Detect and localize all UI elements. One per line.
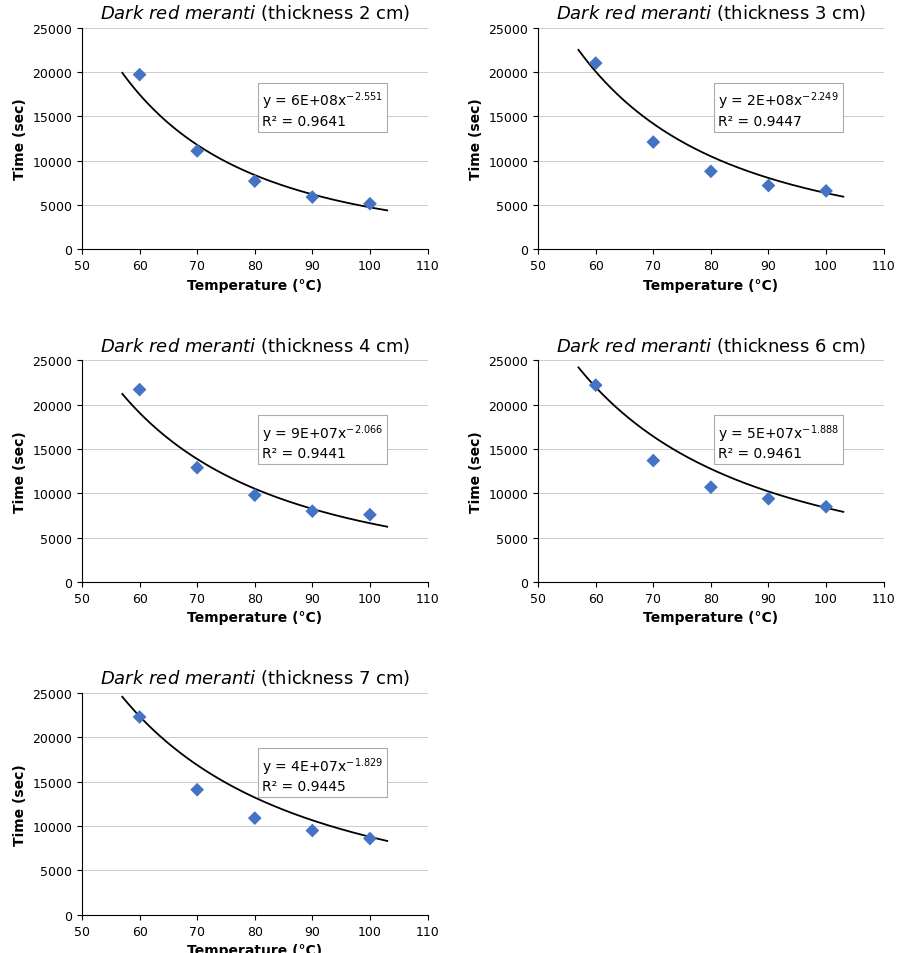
- Point: [248, 811, 262, 826]
- X-axis label: Temperature (°C): Temperature (°C): [187, 278, 322, 293]
- Point: [589, 56, 603, 71]
- Point: [819, 184, 834, 199]
- Point: [305, 823, 320, 839]
- Point: [762, 179, 776, 194]
- Title: $\it{Dark\ red\ meranti}$ (thickness 3 cm): $\it{Dark\ red\ meranti}$ (thickness 3 c…: [556, 3, 866, 23]
- X-axis label: Temperature (°C): Temperature (°C): [643, 611, 779, 625]
- Point: [646, 454, 660, 469]
- Text: y = 4E+07x$^{-1.829}$
R² = 0.9445: y = 4E+07x$^{-1.829}$ R² = 0.9445: [261, 756, 383, 793]
- Point: [189, 144, 204, 159]
- Y-axis label: Time (sec): Time (sec): [13, 431, 26, 513]
- Title: $\it{Dark\ red\ meranti}$ (thickness 7 cm): $\it{Dark\ red\ meranti}$ (thickness 7 c…: [99, 668, 410, 688]
- Text: y = 2E+08x$^{-2.249}$
R² = 0.9447: y = 2E+08x$^{-2.249}$ R² = 0.9447: [718, 91, 838, 129]
- Point: [132, 710, 147, 725]
- Point: [132, 68, 147, 83]
- Text: y = 9E+07x$^{-2.066}$
R² = 0.9441: y = 9E+07x$^{-2.066}$ R² = 0.9441: [261, 423, 383, 460]
- Y-axis label: Time (sec): Time (sec): [13, 763, 26, 845]
- Title: $\it{Dark\ red\ meranti}$ (thickness 4 cm): $\it{Dark\ red\ meranti}$ (thickness 4 c…: [99, 335, 410, 355]
- Point: [762, 492, 776, 507]
- X-axis label: Temperature (°C): Temperature (°C): [643, 278, 779, 293]
- X-axis label: Temperature (°C): Temperature (°C): [187, 943, 322, 953]
- Text: y = 6E+08x$^{-2.551}$
R² = 0.9641: y = 6E+08x$^{-2.551}$ R² = 0.9641: [261, 91, 383, 129]
- Point: [305, 191, 320, 206]
- Point: [189, 460, 204, 476]
- Point: [248, 488, 262, 503]
- Point: [363, 508, 377, 523]
- Point: [363, 831, 377, 846]
- Point: [819, 499, 834, 515]
- Point: [589, 378, 603, 394]
- Point: [189, 782, 204, 798]
- Point: [703, 165, 718, 180]
- Point: [703, 480, 718, 496]
- Title: $\it{Dark\ red\ meranti}$ (thickness 2 cm): $\it{Dark\ red\ meranti}$ (thickness 2 c…: [99, 3, 410, 23]
- Point: [132, 382, 147, 397]
- Point: [248, 174, 262, 190]
- Point: [646, 135, 660, 151]
- Text: y = 5E+07x$^{-1.888}$
R² = 0.9461: y = 5E+07x$^{-1.888}$ R² = 0.9461: [718, 423, 839, 460]
- Title: $\it{Dark\ red\ meranti}$ (thickness 6 cm): $\it{Dark\ red\ meranti}$ (thickness 6 c…: [556, 335, 866, 355]
- Y-axis label: Time (sec): Time (sec): [469, 98, 483, 180]
- Point: [305, 504, 320, 519]
- Y-axis label: Time (sec): Time (sec): [469, 431, 483, 513]
- X-axis label: Temperature (°C): Temperature (°C): [187, 611, 322, 625]
- Point: [363, 197, 377, 213]
- Y-axis label: Time (sec): Time (sec): [13, 98, 26, 180]
